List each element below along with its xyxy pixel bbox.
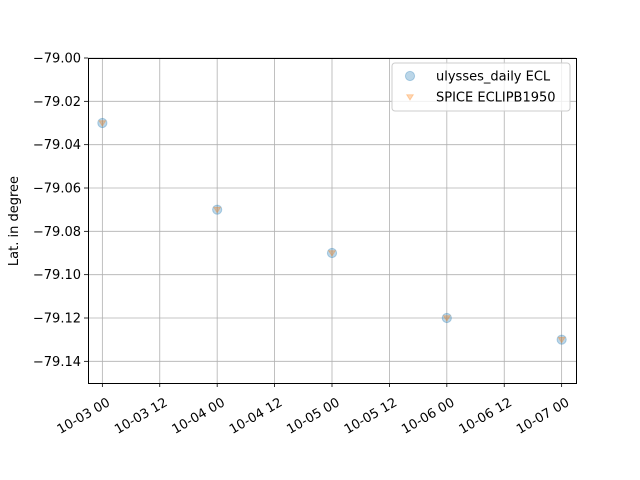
data-point	[212, 206, 222, 214]
legend-label: ulysses_daily ECL	[436, 70, 551, 85]
y-tick-label: −79.08	[33, 225, 81, 240]
y-tick-label: −79.06	[33, 182, 81, 197]
legend-label: SPICE ECLIPB1950	[436, 91, 556, 106]
data-points	[97, 117, 567, 345]
y-axis: −79.00 −79.02 −79.04 −79.06 −79.08 −79.10 −79.…	[33, 52, 88, 370]
legend: ulysses_daily ECL SPICE ECLIPB1950	[391, 62, 571, 112]
data-point	[557, 336, 566, 344]
data-point	[97, 117, 108, 129]
y-tick-label: −79.10	[33, 268, 81, 283]
plot-frame	[88, 58, 577, 384]
y-tick-label: −79.02	[33, 95, 81, 110]
y-tick-label: −79.12	[33, 312, 81, 327]
y-tick-label: −79.14	[33, 355, 81, 370]
series-1	[97, 117, 567, 345]
legend-marker	[404, 70, 416, 82]
data-point	[98, 120, 107, 127]
data-point	[556, 334, 567, 345]
data-point	[326, 247, 338, 259]
y-axis-label: Lat. in degree	[7, 176, 22, 266]
series-2	[98, 120, 566, 344]
data-point	[442, 315, 452, 322]
legend-box	[391, 62, 571, 112]
y-tick-label: −79.04	[33, 138, 81, 153]
legend-marker	[405, 94, 415, 101]
data-point	[327, 250, 337, 257]
y-tick-label: −79.00	[33, 52, 81, 67]
data-point	[441, 312, 452, 324]
data-point	[212, 204, 223, 215]
